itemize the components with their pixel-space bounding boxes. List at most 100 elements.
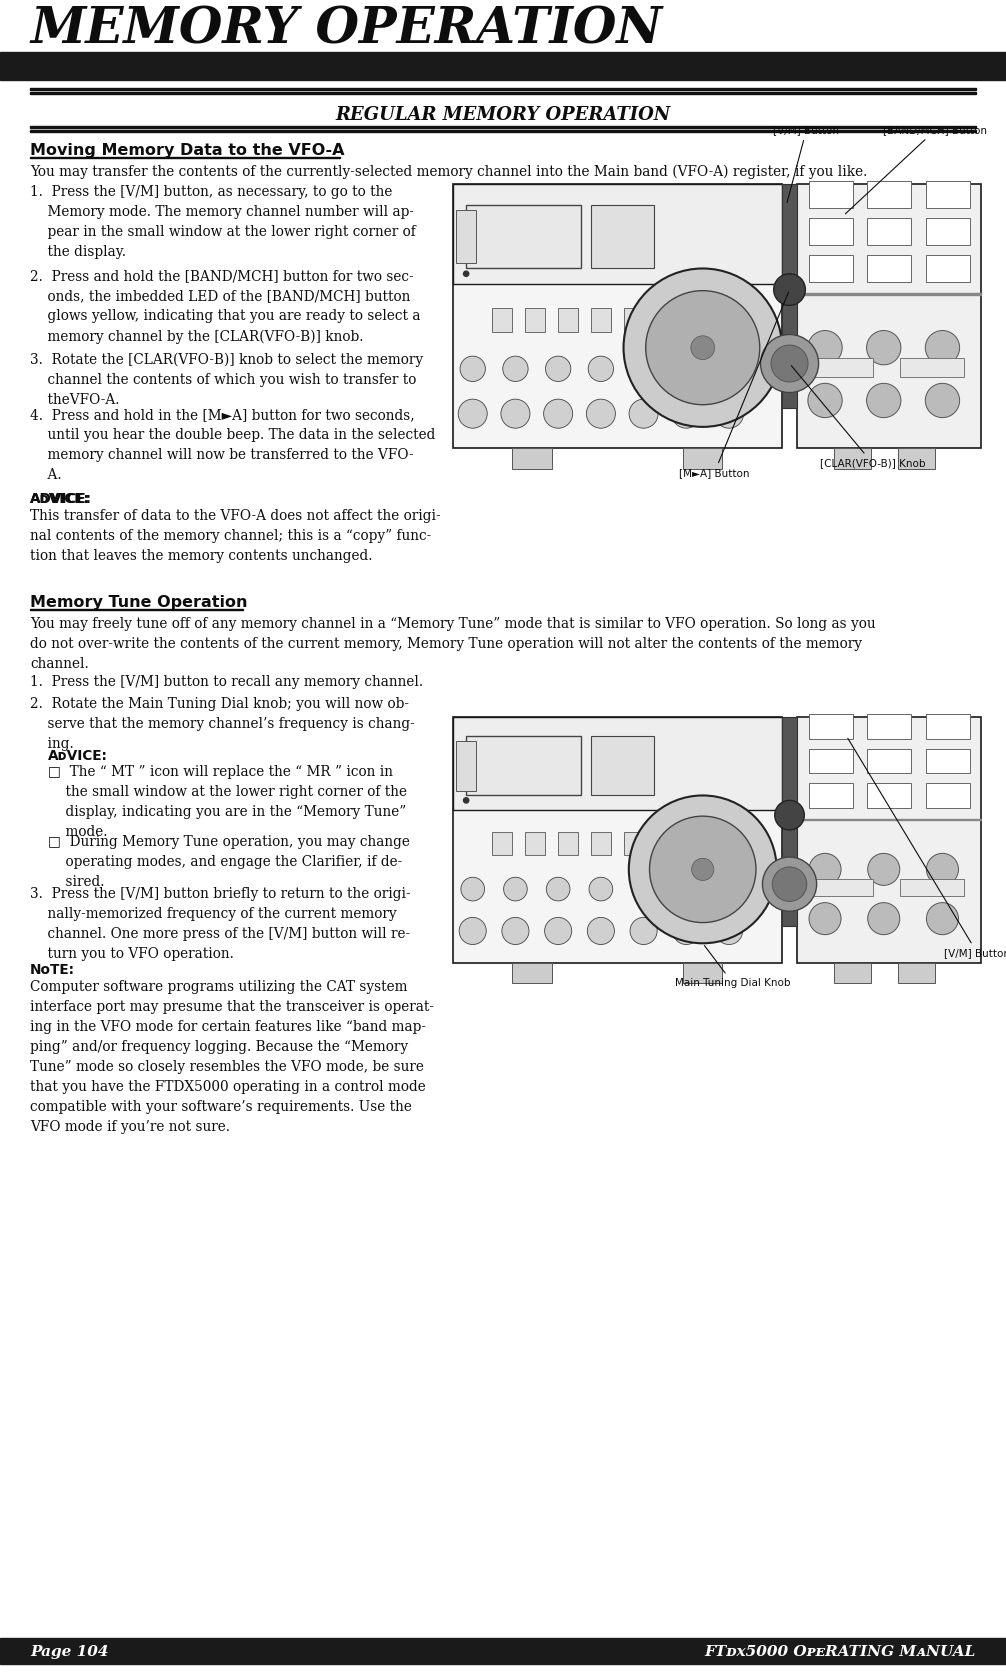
Text: ADVICE:: ADVICE: [30, 493, 92, 506]
Bar [0, 1637, 1006, 1664]
Bar [809, 714, 852, 739]
Text: MEMORY OPERATION: MEMORY OPERATION [30, 7, 662, 55]
Text: 2.  Rotate the Main Tuning Dial knob; you will now ob-
    serve that the memory: 2. Rotate the Main Tuning Dial knob; you… [30, 697, 414, 751]
Circle shape [629, 796, 777, 944]
Circle shape [809, 903, 841, 935]
Text: REGULAR MEMORY OPERATION: REGULAR MEMORY OPERATION [335, 106, 671, 124]
Circle shape [866, 384, 901, 417]
Circle shape [543, 399, 572, 427]
Bar [782, 717, 798, 927]
Text: NᴏTE:: NᴏTE: [30, 964, 75, 977]
Circle shape [458, 399, 487, 427]
Bar [683, 447, 722, 469]
Text: 1.  Press the [V/M] button, as necessary, to go to the
    Memory mode. The memo: 1. Press the [V/M] button, as necessary,… [30, 184, 415, 260]
Circle shape [629, 399, 658, 427]
Text: [M►A] Button: [M►A] Button [679, 292, 789, 478]
Circle shape [631, 355, 656, 382]
Circle shape [761, 335, 819, 392]
Bar [457, 211, 476, 263]
Circle shape [460, 355, 485, 382]
Text: Page 104: Page 104 [30, 1646, 109, 1659]
Text: Computer software programs utilizing the CAT system
interface port may presume t: Computer software programs utilizing the… [30, 980, 434, 1135]
Text: [BAND/MCH] Button: [BAND/MCH] Button [845, 126, 987, 215]
Circle shape [672, 399, 701, 427]
Text: AᴅVICE:: AᴅVICE: [30, 493, 90, 506]
Bar [591, 204, 654, 268]
Bar [558, 833, 577, 855]
Bar [466, 736, 581, 796]
Text: You may transfer the contents of the currently-selected memory channel into the : You may transfer the contents of the cur… [30, 164, 867, 179]
Circle shape [586, 399, 616, 427]
Text: Main Tuning Dial Knob: Main Tuning Dial Knob [675, 945, 791, 987]
Text: 3.  Rotate the [CLAR(VFO-B)] knob to select the memory
    channel the contents : 3. Rotate the [CLAR(VFO-B)] knob to sele… [30, 354, 424, 407]
Text: 2.  Press and hold the [BAND/MCH] button for two sec-
    onds, the imbedded LED: 2. Press and hold the [BAND/MCH] button … [30, 270, 421, 344]
Circle shape [773, 866, 807, 902]
Bar [492, 308, 512, 332]
Bar [926, 783, 970, 808]
Bar [926, 255, 970, 282]
Bar [867, 218, 911, 245]
Circle shape [544, 917, 571, 945]
Circle shape [691, 335, 714, 360]
Circle shape [716, 355, 741, 382]
Bar [809, 749, 852, 773]
Text: [V/M] Button: [V/M] Button [774, 126, 839, 203]
Bar [525, 308, 545, 332]
Circle shape [926, 330, 960, 365]
Circle shape [502, 917, 529, 945]
Bar [0, 52, 1006, 80]
Bar [453, 717, 782, 810]
Bar [809, 218, 852, 245]
Circle shape [774, 273, 806, 305]
Circle shape [927, 853, 959, 885]
Text: FTᴅx5000 OᴘᴇRATING MᴀNUAL: FTᴅx5000 OᴘᴇRATING MᴀNUAL [704, 1646, 976, 1659]
Bar [457, 741, 476, 791]
Text: AᴅVICE:: AᴅVICE: [48, 749, 108, 763]
Bar [798, 184, 981, 447]
Bar [834, 447, 871, 469]
Bar [591, 833, 611, 855]
Bar [867, 255, 911, 282]
Bar [926, 714, 970, 739]
Circle shape [503, 355, 528, 382]
Bar [558, 308, 577, 332]
Circle shape [692, 858, 714, 880]
Bar [898, 447, 936, 469]
Text: Memory Tune Operation: Memory Tune Operation [30, 595, 247, 610]
Bar [926, 218, 970, 245]
Bar [512, 447, 551, 469]
Circle shape [868, 903, 899, 935]
Bar [525, 833, 545, 855]
Bar [453, 184, 782, 285]
Bar [624, 308, 644, 332]
Bar [624, 833, 644, 855]
Bar [900, 880, 965, 897]
Bar [898, 964, 936, 982]
Text: This transfer of data to the VFO-A does not affect the origi-
nal contents of th: This transfer of data to the VFO-A does … [30, 510, 441, 563]
Circle shape [771, 345, 808, 382]
Text: 1.  Press the [V/M] button to recall any memory channel.: 1. Press the [V/M] button to recall any … [30, 675, 424, 689]
Bar [809, 255, 852, 282]
Circle shape [808, 330, 842, 365]
Bar [809, 880, 873, 897]
Text: □  During Memory Tune operation, you may change
    operating modes, and engage : □ During Memory Tune operation, you may … [48, 835, 409, 888]
Circle shape [714, 399, 743, 427]
Text: 3.  Press the [V/M] button briefly to return to the origi-
    nally-memorized f: 3. Press the [V/M] button briefly to ret… [30, 887, 410, 960]
Bar [453, 184, 782, 447]
Bar [591, 736, 654, 796]
Circle shape [717, 877, 740, 902]
Bar [492, 833, 512, 855]
Circle shape [459, 917, 486, 945]
Text: [CLAR(VFO-B)] Knob: [CLAR(VFO-B)] Knob [792, 365, 926, 468]
Bar [512, 964, 551, 982]
Bar [809, 181, 852, 208]
Bar [926, 181, 970, 208]
Bar [453, 717, 782, 964]
Circle shape [588, 917, 615, 945]
Circle shape [632, 877, 656, 902]
Bar [867, 714, 911, 739]
Bar [867, 749, 911, 773]
Text: [V/M] Button: [V/M] Button [848, 737, 1006, 959]
Text: □  The “ MT ” icon will replace the “ MR ” icon in
    the small window at the l: □ The “ MT ” icon will replace the “ MR … [48, 764, 407, 840]
Circle shape [927, 903, 959, 935]
